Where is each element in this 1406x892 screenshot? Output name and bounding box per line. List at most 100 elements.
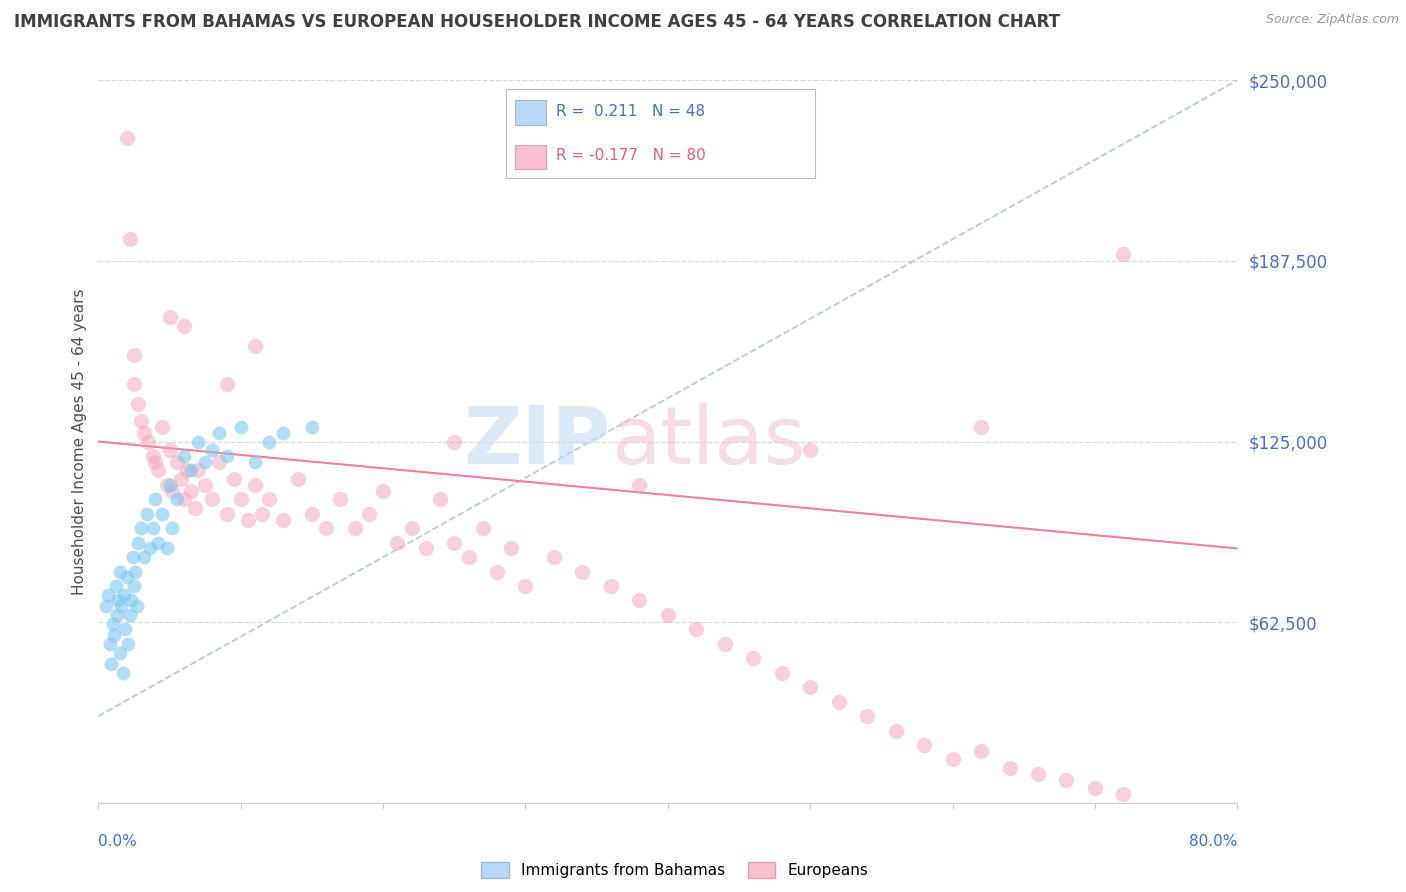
Point xyxy=(141,521,163,535)
Point xyxy=(184,501,207,516)
Point xyxy=(110,599,132,614)
Point xyxy=(180,463,202,477)
Point xyxy=(173,318,195,333)
Text: IMMIGRANTS FROM BAHAMAS VS EUROPEAN HOUSEHOLDER INCOME AGES 45 - 64 YEARS CORREL: IMMIGRANTS FROM BAHAMAS VS EUROPEAN HOUS… xyxy=(14,13,1060,31)
Point xyxy=(201,443,224,458)
FancyBboxPatch shape xyxy=(516,145,547,169)
Point xyxy=(236,512,259,526)
Point xyxy=(457,550,479,565)
Point xyxy=(194,478,217,492)
Legend: Immigrants from Bahamas, Europeans: Immigrants from Bahamas, Europeans xyxy=(475,856,875,884)
Point xyxy=(287,472,309,486)
Point xyxy=(129,414,152,428)
Point xyxy=(108,565,131,579)
Text: 80.0%: 80.0% xyxy=(1189,834,1237,849)
Point xyxy=(628,593,651,607)
Point xyxy=(515,579,537,593)
Point xyxy=(884,723,907,738)
Point xyxy=(1112,787,1135,801)
Point xyxy=(115,570,138,584)
Point xyxy=(600,579,623,593)
Point xyxy=(343,521,366,535)
Point xyxy=(628,478,651,492)
Point xyxy=(141,449,163,463)
Point xyxy=(124,565,146,579)
Point xyxy=(173,492,195,507)
Point xyxy=(156,478,179,492)
Point xyxy=(415,541,437,556)
Point xyxy=(105,607,128,622)
Point xyxy=(101,616,124,631)
Point xyxy=(215,507,238,521)
Point xyxy=(429,492,451,507)
Point xyxy=(208,425,231,440)
Point xyxy=(187,463,209,477)
Point xyxy=(714,637,737,651)
Point xyxy=(828,695,851,709)
Point xyxy=(162,521,184,535)
Point xyxy=(970,744,993,758)
Point xyxy=(315,521,337,535)
Point xyxy=(121,550,143,565)
Point xyxy=(243,478,266,492)
Point xyxy=(118,232,141,246)
Point xyxy=(201,492,224,507)
Point xyxy=(1056,772,1078,787)
Point xyxy=(122,376,145,391)
Point xyxy=(373,483,395,498)
Point xyxy=(159,443,181,458)
Point xyxy=(799,680,821,694)
Point xyxy=(259,434,281,449)
Point xyxy=(222,472,245,486)
Point xyxy=(166,492,188,507)
Point xyxy=(122,579,145,593)
Point xyxy=(135,507,157,521)
Point xyxy=(117,637,139,651)
Point xyxy=(156,541,179,556)
FancyBboxPatch shape xyxy=(516,100,547,125)
Point xyxy=(501,541,523,556)
Point xyxy=(229,492,252,507)
Text: atlas: atlas xyxy=(612,402,806,481)
Point xyxy=(387,535,409,549)
Point xyxy=(118,607,141,622)
Point xyxy=(107,593,129,607)
Point xyxy=(243,455,266,469)
Point xyxy=(912,738,935,752)
Text: 0.0%: 0.0% xyxy=(98,834,138,849)
Point xyxy=(111,665,134,680)
Point xyxy=(152,420,174,434)
Point xyxy=(129,521,152,535)
Point xyxy=(103,628,125,642)
Point xyxy=(194,455,217,469)
Point xyxy=(125,599,148,614)
Point xyxy=(215,449,238,463)
Point xyxy=(180,483,202,498)
Text: R =  0.211   N = 48: R = 0.211 N = 48 xyxy=(555,104,704,120)
Point xyxy=(329,492,352,507)
Point xyxy=(97,588,120,602)
Point xyxy=(122,348,145,362)
Point xyxy=(162,483,184,498)
Point xyxy=(148,463,170,477)
Point xyxy=(571,565,593,579)
Point xyxy=(159,310,181,325)
Point xyxy=(145,455,167,469)
Point xyxy=(401,521,423,535)
Point xyxy=(486,565,509,579)
Point xyxy=(176,463,198,477)
Point xyxy=(94,599,117,614)
Point xyxy=(742,651,765,665)
Point xyxy=(856,709,879,723)
Point xyxy=(657,607,679,622)
Point xyxy=(770,665,793,680)
Point xyxy=(145,492,167,507)
Point xyxy=(159,478,181,492)
Point xyxy=(166,455,188,469)
Point xyxy=(301,507,323,521)
Point xyxy=(259,492,281,507)
Point xyxy=(114,623,136,637)
Point xyxy=(543,550,565,565)
Point xyxy=(443,535,465,549)
Point xyxy=(173,449,195,463)
